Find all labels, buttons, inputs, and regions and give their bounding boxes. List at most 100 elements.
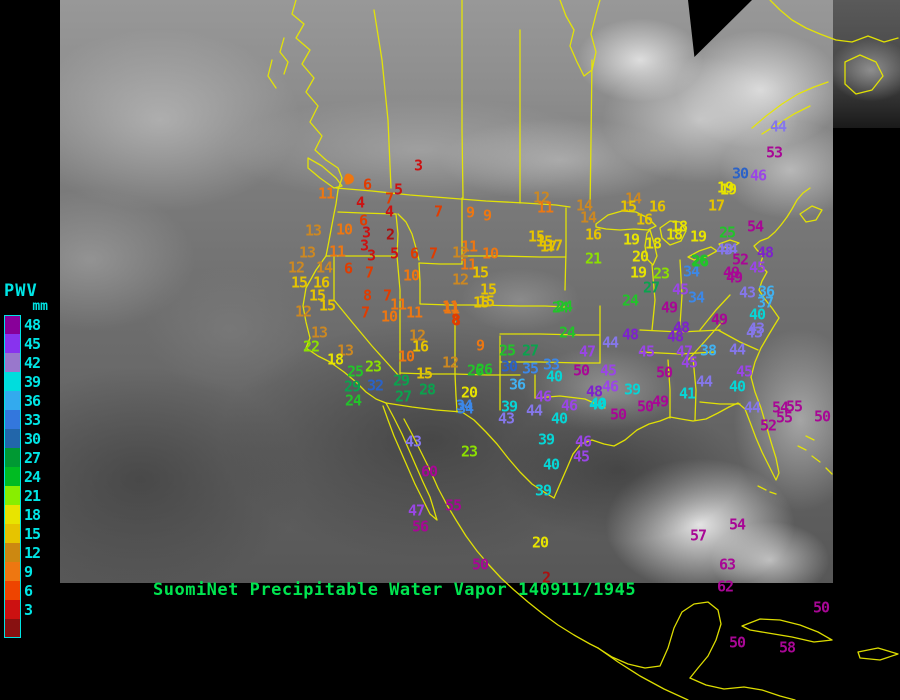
- station-value: 48: [666, 327, 684, 346]
- station-value: 19: [629, 263, 647, 282]
- station-value: 40: [545, 367, 563, 386]
- legend-swatch: [4, 391, 21, 410]
- station-value: 7: [364, 263, 374, 282]
- station-value: 18: [326, 350, 344, 369]
- legend-entry: 36: [4, 391, 48, 410]
- station-value: 44: [525, 401, 543, 420]
- station-value: 44: [695, 372, 713, 391]
- legend-entry: 30: [4, 429, 48, 448]
- station-value: 9: [475, 336, 485, 355]
- station-value: 49: [710, 310, 728, 329]
- station-value: 26: [691, 252, 709, 271]
- station-value: 11: [317, 184, 335, 203]
- legend-entry: 45: [4, 334, 48, 353]
- station-value: 32: [366, 376, 384, 395]
- legend-swatch: [4, 562, 21, 581]
- legend-entry: 18: [4, 505, 48, 524]
- caribbean-central-america: [597, 601, 899, 700]
- legend-value-label: 12: [24, 543, 41, 562]
- legend-entry: 39: [4, 372, 48, 391]
- satellite-image-ne-corner: [833, 0, 900, 128]
- station-value: 6: [409, 244, 419, 263]
- station-value: 44: [769, 117, 787, 136]
- station-value: 50: [812, 598, 830, 617]
- station-value: 24: [344, 391, 362, 410]
- legend-entry: 3: [4, 600, 48, 619]
- station-value: 15: [318, 296, 336, 315]
- station-value: 45: [572, 447, 590, 466]
- station-value: 9: [465, 203, 475, 222]
- station-value: 54: [728, 515, 746, 534]
- station-value: 15: [619, 197, 637, 216]
- station-value: 63: [718, 555, 736, 574]
- legend-value-label: 45: [24, 334, 41, 353]
- station-value: 55: [785, 397, 803, 416]
- station-value: 15: [527, 227, 545, 246]
- station-value: 44: [728, 340, 746, 359]
- pwv-legend: PWV mm 48 45 42 39 36 33 30 27 24 21 18 15 12 9 6 3: [4, 283, 48, 638]
- station-value: 10: [481, 244, 499, 263]
- legend-entry: 6: [4, 581, 48, 600]
- station-value: 13: [310, 323, 328, 342]
- station-value: 8: [451, 311, 461, 330]
- coastlines: [267, 0, 833, 649]
- station-value: 25: [718, 223, 736, 242]
- station-value: 43: [497, 409, 515, 428]
- station-value: 27: [521, 341, 539, 360]
- station-value: 5: [393, 180, 403, 199]
- station-value: 18: [665, 225, 683, 244]
- station-value: 25: [346, 362, 364, 381]
- station-value: 18: [670, 217, 688, 236]
- station-value: 25: [498, 341, 516, 360]
- station-value: 12: [451, 270, 469, 289]
- station-value: 7: [382, 286, 392, 305]
- station-value: 17: [539, 237, 557, 256]
- station-value: 60: [420, 462, 438, 481]
- station-value: 21: [584, 249, 602, 268]
- station-value: 45: [735, 362, 753, 381]
- legend-value-label: 27: [24, 448, 41, 467]
- station-value: 48: [756, 243, 774, 262]
- station-value: 14: [315, 258, 333, 277]
- station-value: 15: [471, 263, 489, 282]
- station-value: 20: [531, 533, 549, 552]
- station-value: 40: [550, 409, 568, 428]
- station-value: 28: [418, 380, 436, 399]
- station-value: 2: [541, 568, 551, 587]
- station-value: 19: [622, 230, 640, 249]
- station-value: 6: [362, 175, 372, 194]
- station-value: 26: [466, 361, 484, 380]
- station-value: 11: [405, 303, 423, 322]
- station-value: 50: [572, 361, 590, 380]
- legend-entry: 15: [4, 524, 48, 543]
- station-value: 29: [343, 377, 361, 396]
- station-value: 50: [655, 363, 673, 382]
- station-value: 55: [444, 496, 462, 515]
- station-value: 38: [699, 341, 717, 360]
- station-value: 49: [722, 263, 740, 282]
- station-value: 10: [402, 266, 420, 285]
- station-value: 23: [364, 357, 382, 376]
- station-value: 29: [392, 371, 410, 390]
- station-value: 8: [362, 286, 372, 305]
- station-value: 52: [731, 250, 749, 269]
- station-value: 11: [460, 237, 478, 256]
- station-value: 26: [690, 251, 708, 270]
- station-value: 36: [508, 375, 526, 394]
- legend-value-label: 33: [24, 410, 41, 429]
- station-value: 11: [536, 198, 554, 217]
- station-value: 10: [380, 307, 398, 326]
- station-value: 43: [404, 432, 422, 451]
- legend-swatch: [4, 467, 21, 486]
- station-value: 45: [637, 342, 655, 361]
- station-value: 18: [644, 234, 662, 253]
- station-value: 5: [389, 244, 399, 263]
- station-value: 13: [336, 341, 354, 360]
- legend-entry: [4, 619, 48, 638]
- station-value: 26: [475, 360, 493, 379]
- station-value: 46: [534, 387, 552, 406]
- station-value: 36: [757, 282, 775, 301]
- station-value: 50: [728, 633, 746, 652]
- station-value: 56: [411, 517, 429, 536]
